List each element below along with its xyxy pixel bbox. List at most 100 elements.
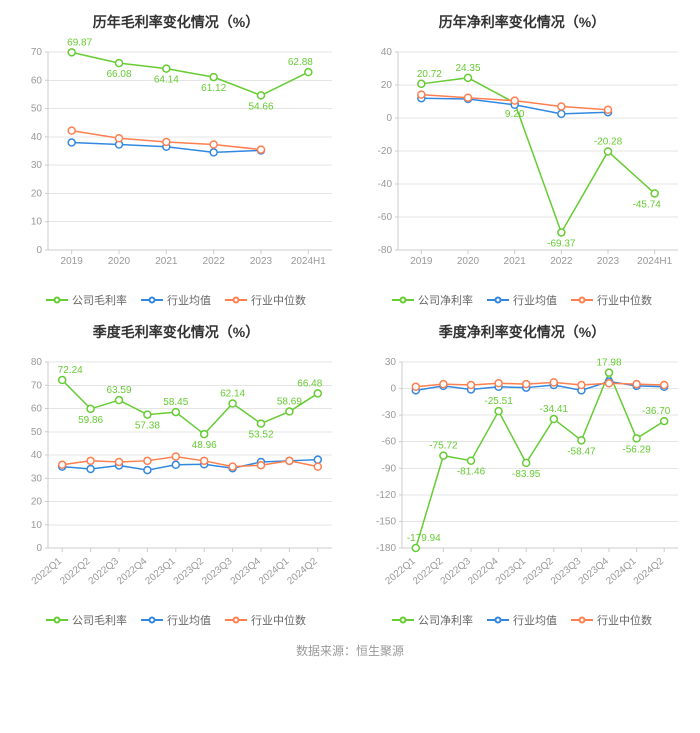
svg-text:24.35: 24.35 (455, 63, 480, 74)
svg-text:-45.74: -45.74 (632, 199, 661, 210)
svg-text:-60: -60 (382, 437, 397, 448)
svg-text:58.69: 58.69 (277, 397, 302, 408)
svg-text:62.14: 62.14 (220, 389, 245, 400)
svg-text:72.24: 72.24 (58, 365, 83, 376)
svg-text:10: 10 (31, 520, 43, 531)
svg-text:20: 20 (381, 80, 393, 91)
chart-title: 历年净利率变化情况（%） (354, 12, 690, 32)
legend-item: 行业均值 (487, 612, 557, 628)
svg-text:40: 40 (31, 132, 43, 143)
svg-text:-75.72: -75.72 (429, 441, 458, 452)
panel-quarterly-net: 季度净利率变化情况（%） -180-150-120-90-60-30030202… (354, 318, 690, 628)
svg-text:66.48: 66.48 (297, 378, 322, 389)
svg-text:2019: 2019 (410, 256, 433, 267)
svg-text:2021: 2021 (504, 256, 527, 267)
legend-label: 行业中位数 (597, 612, 652, 628)
charts-grid: 历年毛利率变化情况（%） 010203040506070201920202021… (8, 8, 692, 628)
legend-swatch (225, 615, 247, 625)
legend-label: 公司净利率 (418, 612, 473, 628)
chart-annual-net: -80-60-40-200204020192020202120222023202… (354, 34, 690, 284)
svg-text:2020: 2020 (457, 256, 480, 267)
legend-label: 行业均值 (167, 292, 211, 308)
svg-text:20.72: 20.72 (417, 69, 442, 80)
svg-text:20: 20 (31, 188, 43, 199)
legend-label: 行业中位数 (597, 292, 652, 308)
legend-swatch (46, 295, 68, 305)
panel-annual-net: 历年净利率变化情况（%） -80-60-40-20020402019202020… (354, 8, 690, 308)
svg-text:58.45: 58.45 (163, 397, 188, 408)
legend-item: 行业均值 (487, 292, 557, 308)
svg-text:-81.46: -81.46 (457, 467, 486, 478)
svg-text:2020: 2020 (108, 256, 131, 267)
svg-text:2023Q3: 2023Q3 (200, 556, 235, 588)
legend-swatch (392, 615, 414, 625)
svg-text:66.08: 66.08 (106, 69, 131, 80)
svg-text:9.20: 9.20 (505, 109, 525, 120)
svg-text:0: 0 (390, 384, 396, 395)
svg-text:0: 0 (36, 245, 42, 256)
svg-text:-180: -180 (376, 543, 396, 554)
legend-annual-net: 公司净利率行业均值 行业中位数 (354, 292, 690, 308)
legend-item: 行业均值 (141, 612, 211, 628)
svg-text:62.88: 62.88 (288, 57, 313, 68)
legend-item: 公司净利率 (392, 612, 473, 628)
legend-quarterly-net: 公司净利率 行业均值 行业中位数 (354, 612, 690, 628)
svg-text:0: 0 (386, 113, 392, 124)
svg-text:-60: -60 (378, 212, 393, 223)
svg-text:53.52: 53.52 (248, 430, 273, 441)
svg-text:2022Q1: 2022Q1 (30, 556, 65, 588)
svg-text:2024H1: 2024H1 (291, 256, 326, 267)
svg-text:40: 40 (31, 450, 43, 461)
svg-text:2022: 2022 (550, 256, 573, 267)
legend-swatch (141, 615, 163, 625)
svg-text:-179.94: -179.94 (407, 533, 441, 544)
legend-item: 行业中位数 (225, 612, 306, 628)
svg-text:2023: 2023 (597, 256, 620, 267)
svg-text:48.96: 48.96 (192, 440, 217, 451)
svg-text:59.86: 59.86 (78, 415, 103, 426)
svg-text:-56.29: -56.29 (622, 444, 651, 455)
svg-text:2024Q1: 2024Q1 (257, 556, 292, 588)
svg-text:-40: -40 (378, 179, 393, 190)
svg-text:2019: 2019 (61, 256, 84, 267)
svg-text:2023: 2023 (250, 256, 273, 267)
svg-text:-34.41: -34.41 (540, 404, 569, 415)
svg-text:2022Q3: 2022Q3 (87, 556, 122, 588)
panel-annual-gross: 历年毛利率变化情况（%） 010203040506070201920202021… (8, 8, 344, 308)
panel-quarterly-gross: 季度毛利率变化情况（%） 010203040506070802022Q12022… (8, 318, 344, 628)
legend-annual-gross: 公司毛利率 行业均值 行业中位数 (8, 292, 344, 308)
legend-item: 行业中位数 (571, 292, 652, 308)
svg-text:2024Q2: 2024Q2 (632, 556, 667, 588)
svg-text:2022Q4: 2022Q4 (115, 556, 150, 588)
chart-title: 历年毛利率变化情况（%） (8, 12, 344, 32)
svg-text:50: 50 (31, 104, 43, 115)
legend-item: 行业中位数 (225, 292, 306, 308)
legend-label: 公司毛利率 (72, 612, 127, 628)
legend-swatch (392, 295, 414, 305)
svg-text:2023Q1: 2023Q1 (143, 556, 178, 588)
svg-text:2021: 2021 (155, 256, 178, 267)
svg-text:-90: -90 (382, 463, 397, 474)
svg-text:-20.28: -20.28 (594, 136, 623, 147)
chart-quarterly-gross: 010203040506070802022Q12022Q22022Q32022Q… (8, 344, 344, 604)
legend-label: 行业中位数 (251, 612, 306, 628)
svg-text:-58.47: -58.47 (567, 446, 596, 457)
svg-text:69.87: 69.87 (67, 37, 92, 48)
legend-item: 公司净利率 (392, 292, 473, 308)
legend-swatch (571, 615, 593, 625)
svg-text:30: 30 (385, 357, 397, 368)
legend-label: 行业中位数 (251, 292, 306, 308)
legend-swatch (141, 295, 163, 305)
legend-swatch (487, 295, 509, 305)
svg-text:30: 30 (31, 160, 43, 171)
legend-swatch (225, 295, 247, 305)
data-source-label: 数据来源：恒生聚源 (8, 642, 692, 659)
legend-label: 行业均值 (513, 612, 557, 628)
svg-text:20: 20 (31, 497, 43, 508)
legend-swatch (571, 295, 593, 305)
legend-item: 公司毛利率 (46, 292, 127, 308)
svg-text:63.59: 63.59 (106, 385, 131, 396)
svg-text:-83.95: -83.95 (512, 469, 541, 480)
svg-text:30: 30 (31, 473, 43, 484)
svg-text:64.14: 64.14 (154, 75, 179, 86)
